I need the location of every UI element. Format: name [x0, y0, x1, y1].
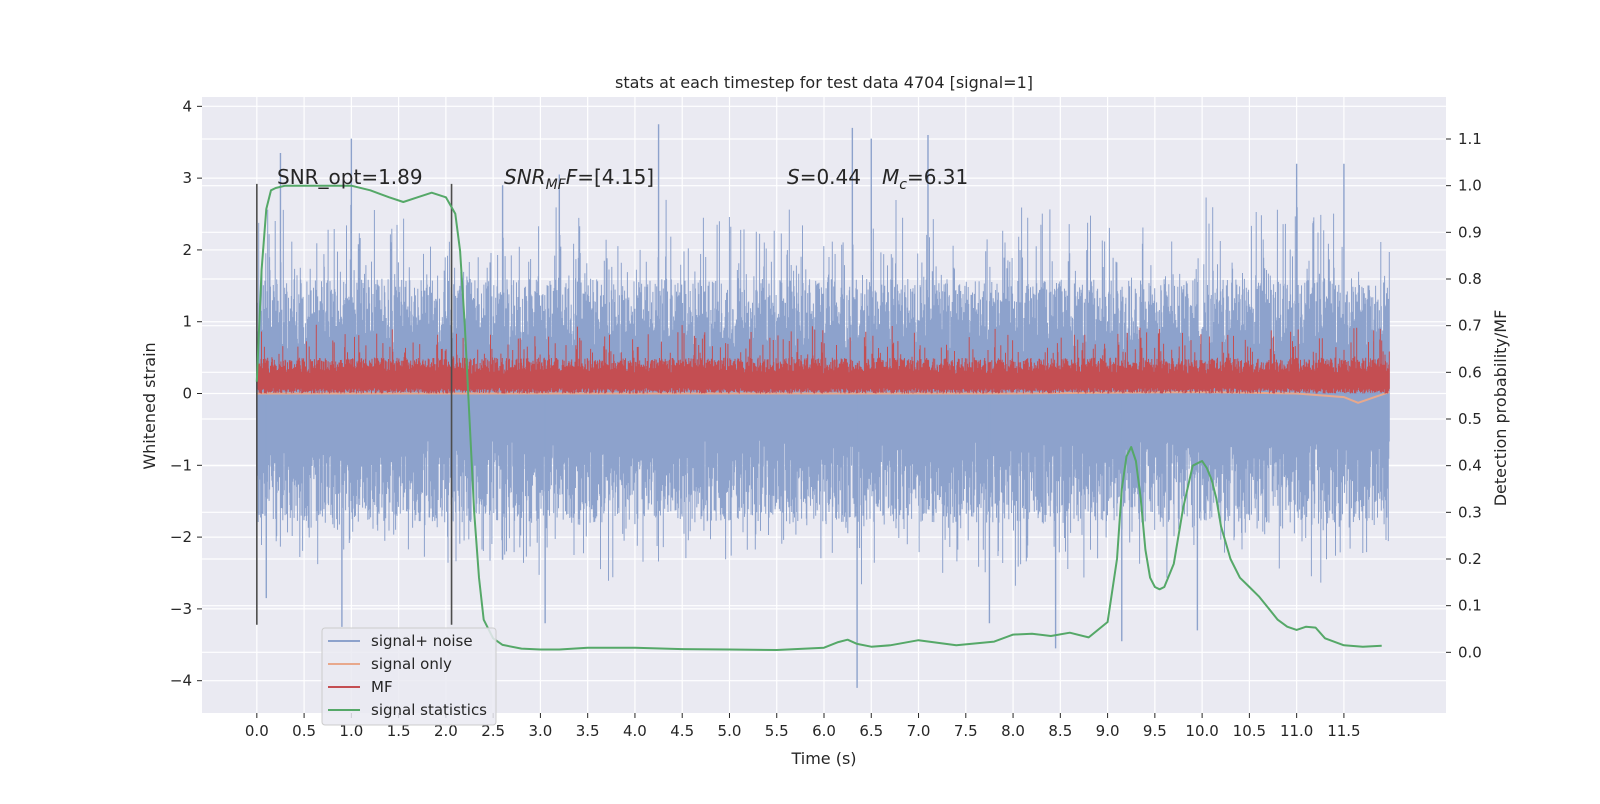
y-right-tick-label: 0.7 — [1458, 317, 1482, 335]
y-left-tick-label: −1 — [170, 456, 192, 474]
y-axis-left-ticks: −4 −3 −2 −1 0 1 2 3 4 — [170, 97, 202, 690]
x-tick-label: 1.5 — [387, 722, 411, 740]
signal-only-trace — [256, 391, 1390, 404]
legend-label-signal-only: signal only — [371, 655, 452, 673]
x-tick-label: 7.0 — [907, 722, 931, 740]
snr-mf-value: =[4.15] — [577, 165, 654, 189]
y-left-tick-label: 0 — [182, 385, 192, 403]
y-left-tick-label: 2 — [182, 241, 192, 259]
y-left-tick-label: 3 — [182, 169, 192, 187]
legend-label-signal-statistics: signal statistics — [371, 701, 487, 719]
x-tick-label: 2.0 — [434, 722, 458, 740]
x-tick-label: 11.5 — [1327, 722, 1360, 740]
x-tick-label: 8.0 — [1001, 722, 1025, 740]
legend-box — [321, 627, 497, 726]
x-axis-label: Time (s) — [790, 749, 856, 768]
x-tick-label: 10.0 — [1185, 722, 1218, 740]
s-value: =0.44 — [800, 165, 861, 189]
signal-statistics-trace — [255, 184, 1382, 651]
y-left-tick-label: 1 — [182, 313, 192, 331]
x-tick-label: 0.0 — [245, 722, 269, 740]
x-tick-label: 7.5 — [954, 722, 978, 740]
y-right-tick-label: 0.9 — [1458, 223, 1482, 241]
x-tick-label: 4.0 — [623, 722, 647, 740]
x-tick-label: 3.5 — [576, 722, 600, 740]
x-tick-label: 1.0 — [339, 722, 363, 740]
s-symbol: S — [787, 165, 800, 189]
x-axis-ticks: 0.0 0.5 1.0 1.5 2.0 2.5 3.0 3.5 4.0 4.5 5.0 5.5 6.0 6… — [245, 713, 1361, 740]
y-right-tick-label: 0.2 — [1458, 550, 1482, 568]
y-right-tick-label: 0.8 — [1458, 270, 1482, 288]
y-axis-right-ticks: 0.0 0.1 0.2 0.3 0.4 0.5 0.6 0.7 0.8 0.9 1.0 1.1 — [1446, 130, 1482, 661]
mc-annotation: Mc=6.31 — [882, 165, 968, 193]
y-left-tick-label: 4 — [182, 97, 192, 115]
legend: signal+ noise signal only MF signal stat… — [321, 627, 497, 726]
x-tick-label: 2.5 — [481, 722, 505, 740]
snr-mf-symbol: SNR — [504, 165, 546, 189]
signal-statistics-series — [255, 184, 1382, 651]
y-right-tick-label: 0.5 — [1458, 410, 1482, 428]
y-right-tick-label: 0.4 — [1458, 457, 1482, 475]
y-right-tick-label: 0.0 — [1458, 643, 1482, 661]
x-tick-label: 8.5 — [1048, 722, 1072, 740]
y-right-tick-label: 0.6 — [1458, 363, 1482, 381]
chart-title: stats at each timestep for test data 470… — [615, 73, 1033, 92]
y-right-tick-label: 1.0 — [1458, 177, 1482, 195]
x-tick-label: 9.5 — [1143, 722, 1167, 740]
y-left-tick-label: −3 — [170, 600, 192, 618]
y-left-tick-label: −4 — [170, 672, 192, 690]
snr-mf-subscript: MF — [546, 177, 567, 193]
mc-value: =6.31 — [907, 165, 968, 189]
y-axis-left-label: Whitened strain — [140, 342, 159, 469]
y-right-tick-label: 1.1 — [1458, 130, 1482, 148]
y-axis-right-label: Detection probability/MF — [1491, 310, 1510, 507]
x-tick-label: 5.0 — [718, 722, 742, 740]
x-tick-label: 6.5 — [859, 722, 883, 740]
vertical-markers — [256, 183, 453, 625]
snr-mf-annotation: SNRMFF=[4.15] — [504, 165, 654, 193]
y-left-tick-label: −2 — [170, 528, 192, 546]
s-annotation: S=0.44 — [787, 165, 861, 189]
x-tick-label: 0.5 — [292, 722, 316, 740]
x-tick-label: 3.0 — [528, 722, 552, 740]
signal-only-series — [256, 391, 1390, 404]
x-tick-label: 5.5 — [765, 722, 789, 740]
x-tick-label: 4.5 — [670, 722, 694, 740]
legend-label-mf: MF — [371, 678, 393, 696]
y-right-tick-label: 0.1 — [1458, 597, 1482, 615]
mc-symbol: M — [882, 165, 899, 189]
y-right-tick-label: 0.3 — [1458, 503, 1482, 521]
legend-label-signal-noise: signal+ noise — [371, 632, 473, 650]
x-tick-label: 6.0 — [812, 722, 836, 740]
mc-subscript: c — [899, 177, 907, 193]
x-tick-label: 10.5 — [1233, 722, 1266, 740]
x-tick-label: 9.0 — [1096, 722, 1120, 740]
snr-opt-annotation: SNR_opt=1.89 — [277, 165, 423, 189]
x-tick-label: 11.0 — [1280, 722, 1313, 740]
